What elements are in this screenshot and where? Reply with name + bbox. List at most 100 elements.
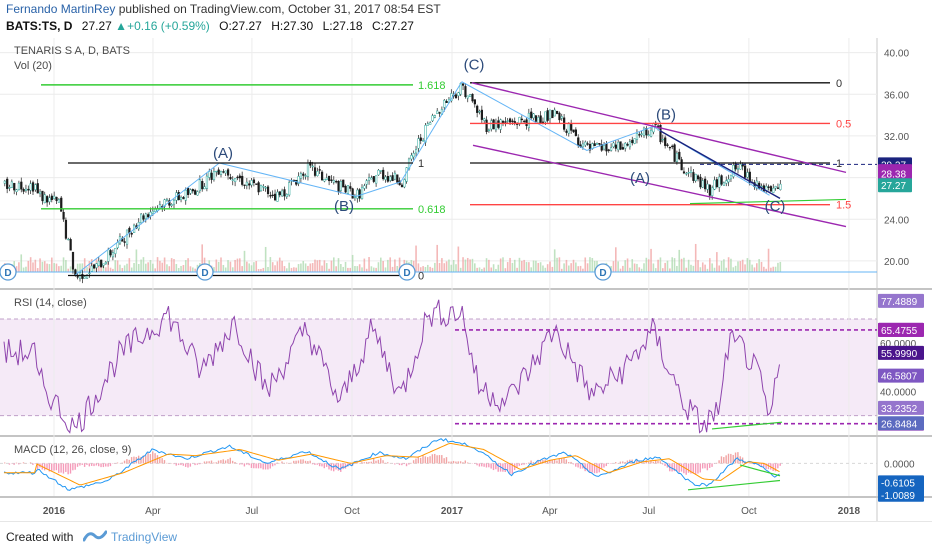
volume-bar: [646, 258, 648, 272]
volume-bar: [396, 266, 398, 272]
candle-body: [603, 145, 605, 149]
candle-body: [51, 196, 53, 200]
candle-body: [302, 174, 304, 176]
wave-label: (A): [630, 170, 650, 187]
candle-body: [239, 176, 241, 178]
volume-bar: [744, 264, 746, 272]
dividend-marker-label: D: [599, 268, 606, 279]
volume-bar: [512, 263, 514, 272]
candle-body: [568, 124, 570, 133]
candle-body: [439, 113, 441, 114]
candle-body: [389, 177, 391, 181]
volume-bar: [342, 267, 344, 272]
macd-histogram-bar: [385, 463, 386, 464]
volume-bar: [56, 264, 58, 272]
ohlc-low: L:27.18: [323, 19, 363, 33]
volume-bar: [237, 259, 239, 272]
macd-histogram-bar: [4, 462, 5, 463]
candle-body: [596, 143, 598, 144]
macd-histogram-bar: [364, 462, 365, 463]
macd-histogram-bar: [319, 463, 320, 466]
candle-body: [380, 171, 382, 172]
volume-bar: [505, 268, 507, 272]
volume-bar: [761, 262, 763, 272]
volume-bar: [479, 267, 481, 272]
candle-body: [89, 273, 91, 274]
candle-body: [96, 264, 98, 268]
volume-bar: [725, 268, 727, 272]
macd-histogram-bar: [223, 459, 224, 463]
volume-bar: [653, 263, 655, 272]
volume-bar: [265, 247, 267, 272]
candle-body: [173, 200, 175, 204]
tradingview-brand[interactable]: TradingView: [111, 530, 177, 544]
macd-histogram-bar: [63, 463, 64, 473]
macd-histogram-bar: [60, 463, 61, 472]
volume-bar: [394, 259, 396, 272]
macd-histogram-bar: [523, 463, 524, 464]
fib-level-label: 0.5: [836, 118, 851, 130]
macd-histogram-bar: [295, 461, 296, 464]
volume-bar: [671, 257, 673, 272]
volume-bar: [286, 268, 288, 272]
candle-body: [636, 133, 638, 139]
candle-body: [326, 178, 328, 180]
author-link[interactable]: Fernando MartinRey: [6, 2, 115, 16]
candle-body: [693, 172, 695, 180]
macd-histogram-bar: [735, 453, 736, 464]
candle-body: [180, 197, 182, 199]
candle-body: [462, 84, 464, 86]
candle-body: [615, 145, 617, 149]
volume-bar: [30, 257, 32, 272]
volume-bar: [298, 264, 300, 272]
rsi-tick-label: 40.0000: [880, 388, 917, 399]
macd-histogram-bar: [239, 463, 240, 464]
macd-histogram-bar: [528, 463, 529, 464]
elliott-wave-line: [75, 82, 462, 276]
candle-body: [321, 172, 323, 180]
candle-body: [335, 181, 337, 182]
macd-histogram-bar: [286, 463, 287, 464]
volume-bar: [577, 266, 579, 272]
rsi-band: [0, 319, 877, 416]
volume-bar: [629, 268, 631, 272]
volume-bar: [486, 258, 488, 272]
macd-histogram-bar: [260, 463, 261, 468]
macd-histogram-bar: [568, 462, 569, 463]
candle-body: [267, 187, 269, 194]
candle-body: [143, 216, 145, 220]
candle-body: [216, 171, 218, 172]
volume-bar: [575, 262, 577, 272]
candle-body: [35, 185, 37, 190]
macd-histogram-bar: [368, 462, 369, 464]
volume-bar: [690, 265, 692, 272]
volume-bar: [246, 262, 248, 272]
candle-body: [704, 179, 706, 189]
volume-bar: [65, 260, 67, 272]
macd-histogram-bar: [683, 463, 684, 473]
volume-bar: [624, 260, 626, 272]
candle-body: [199, 180, 201, 191]
macd-histogram-bar: [246, 463, 247, 464]
macd-histogram-bar: [258, 463, 259, 468]
volume-bar: [129, 258, 131, 272]
macd-histogram-bar: [709, 463, 710, 468]
volume-bar: [253, 262, 255, 272]
macd-histogram-bar: [399, 463, 400, 465]
macd-histogram-bar: [660, 461, 661, 463]
volume-bar: [110, 268, 112, 272]
volume-bar: [700, 267, 702, 272]
candle-body: [467, 96, 469, 98]
volume-bar: [559, 257, 561, 272]
macd-histogram-bar: [404, 463, 405, 464]
candle-body: [340, 181, 342, 190]
rsi-price-tag-label: 46.5807: [881, 372, 918, 383]
volume-bar: [140, 260, 142, 272]
macd-histogram-bar: [681, 463, 682, 471]
x-tick-label: Oct: [741, 506, 757, 517]
macd-histogram-bar: [411, 463, 412, 464]
rsi-price-tag-label: 65.4755: [881, 326, 918, 337]
volume-bar: [740, 261, 742, 272]
fib-level-label: 1.5: [836, 200, 851, 212]
